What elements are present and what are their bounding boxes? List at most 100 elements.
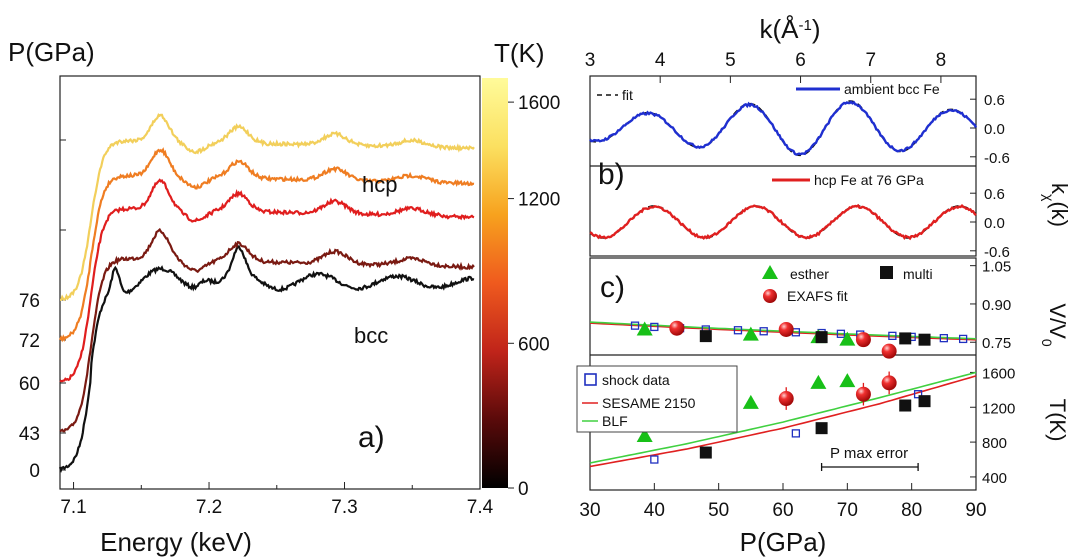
exafs-volume-point — [778, 321, 794, 337]
panel-a-xanes: P(GPa) 7.1 7.2 7.3 7.4 0 43 60 72 76 hcp bcc a)… — [8, 37, 494, 557]
multi-temperature-point — [918, 395, 931, 408]
temperature-colorbar: T(K) 0 600 1200 1600 — [482, 38, 560, 500]
panel-b-top-xlabel: k(Å-1) — [759, 14, 820, 44]
legend-esther-marker — [762, 265, 778, 279]
panel-c-xlabel: P(GPa) — [740, 527, 827, 557]
a-ytick-label: 43 — [19, 424, 40, 445]
multi-volume-point — [815, 331, 828, 344]
multi-volume-point — [699, 330, 712, 343]
exafs-volume-point — [669, 320, 685, 336]
shock-volume-point — [836, 329, 846, 338]
c-xtick-label: 30 — [579, 500, 600, 521]
legend-bcc-label: ambient bcc Fe — [844, 81, 940, 97]
c-xtick-label: 80 — [901, 500, 922, 521]
shock-volume-point — [733, 326, 743, 335]
panel-c-x-ticks: 30 40 50 60 70 80 90 — [579, 483, 987, 521]
b-xtick-label: 6 — [795, 50, 806, 71]
hcp-chi-curve — [589, 203, 977, 241]
panel-a-curves — [58, 113, 475, 474]
shock-volume-point — [939, 334, 948, 343]
a-ytick-label: 0 — [29, 461, 40, 482]
b-xtick-label: 7 — [865, 50, 876, 71]
panel-a-y-ticks: 0 43 60 72 76 — [19, 139, 66, 482]
shock-volume-point — [759, 327, 768, 336]
esther-temperature-point — [636, 428, 653, 442]
exafs-volume-point — [881, 343, 897, 359]
ylabel-chi: χ — [1041, 194, 1057, 202]
legend-exafs-marker — [763, 289, 777, 303]
xanes-curve-0gpa — [58, 245, 475, 474]
b-xtick-label: 3 — [585, 50, 596, 71]
xanes-curve-60gpa — [59, 178, 475, 383]
panel-c-volume-plot — [589, 320, 977, 359]
panel-b-exafs: k(Å-1) 3 4 5 6 7 8 0.6 0.0 -0.6 0.6 0.0 -0.6 fit a… — [585, 14, 1068, 261]
panel-c-upper-ylabel: V/V0 — [1039, 303, 1068, 346]
a-ytick-label: 76 — [19, 291, 40, 312]
p-max-error-label: P max error — [830, 445, 908, 462]
legend-box — [576, 365, 738, 433]
a-xtick-label: 7.4 — [467, 497, 494, 518]
panel-c-tag: c) — [600, 271, 625, 304]
xanes-curve-43gpa — [59, 227, 475, 433]
multi-volume-point — [918, 333, 931, 346]
esther-volume-point — [636, 321, 653, 336]
c-xtick-label: 50 — [708, 500, 729, 521]
panel-c-pressure: 30 40 50 60 70 80 90 1.05 0.90 0.75 400 800 1200 160… — [576, 257, 1068, 557]
b-ytick-label: -0.6 — [984, 150, 1010, 167]
colorbar-tick-label: 1200 — [518, 190, 560, 211]
legend-fit-label: fit — [622, 87, 633, 103]
colorbar-label: T(K) — [494, 38, 545, 68]
c-upper-ytick-label: 1.05 — [982, 259, 1011, 276]
a-xtick-label: 7.1 — [60, 497, 86, 518]
panel-b-curves — [589, 100, 978, 241]
c-upper-ytick-label: 0.90 — [982, 297, 1011, 314]
xlabel-k-sup: -1 — [798, 17, 811, 34]
panel-c-y-ticks: 1.05 0.90 0.75 400 800 1200 1600 — [970, 259, 1015, 487]
b-ytick-label: 0.6 — [984, 92, 1005, 109]
b-ytick-label: -0.6 — [984, 244, 1010, 261]
ylabel-vv: V/V — [1045, 303, 1068, 339]
shock-temperature-point — [913, 390, 923, 399]
bcc-chi-curve — [589, 100, 978, 156]
colorbar-tick-label: 0 — [518, 479, 529, 500]
shock-temperature-point — [650, 455, 659, 464]
xlabel-k-end: ) — [812, 14, 821, 44]
xlabel-k-main: k(Å — [759, 14, 799, 44]
shock-volume-point — [650, 322, 659, 332]
esther-temperature-point — [810, 374, 827, 389]
esther-volume-point — [742, 326, 759, 341]
shock-temperature-point — [791, 429, 801, 438]
c-xtick-label: 70 — [837, 500, 858, 521]
legend-multi-label: multi — [903, 266, 933, 282]
legend-multi-marker — [880, 266, 893, 279]
bcc-fit-curve — [589, 100, 977, 157]
multi-volume-point — [899, 332, 912, 345]
c-lower-ytick-label: 800 — [982, 435, 1007, 452]
exafs-volume-point — [855, 332, 871, 348]
xanes-curve-72gpa — [59, 147, 475, 343]
c-xtick-label: 60 — [772, 500, 793, 521]
ylabel-vv-sub: 0 — [1039, 339, 1055, 347]
multi-temperature-point — [899, 399, 912, 412]
exafs-temperature-point — [778, 391, 794, 407]
panel-b-x-ticks: 3 4 5 6 7 8 — [585, 50, 946, 83]
panel-b-ylabel: kχ(k) — [1041, 183, 1068, 227]
a-xtick-label: 7.3 — [331, 497, 357, 518]
legend-blf-label: BLF — [602, 413, 628, 429]
legend-sesame-label: SESAME 2150 — [602, 395, 696, 411]
c-xtick-label: 40 — [644, 500, 665, 521]
panel-a-ylabel: P(GPa) — [8, 37, 95, 67]
ylabel-k: k — [1047, 183, 1068, 195]
shock-volume-point — [958, 334, 968, 344]
esther-volume-point — [839, 331, 856, 346]
c-upper-ytick-label: 0.75 — [982, 335, 1011, 352]
colorbar-ticks: 0 600 1200 1600 — [508, 93, 560, 500]
legend-shock-marker — [584, 373, 597, 386]
panel-a-x-ticks: 7.1 7.2 7.3 7.4 — [60, 482, 494, 518]
legend-hcp-label: hcp Fe at 76 GPa — [814, 172, 924, 188]
c-lower-ytick-label: 1600 — [982, 365, 1015, 382]
ylabel-k-paren: (k) — [1047, 201, 1068, 227]
panel-b-tag: b) — [598, 158, 625, 191]
multi-temperature-point — [699, 446, 712, 459]
